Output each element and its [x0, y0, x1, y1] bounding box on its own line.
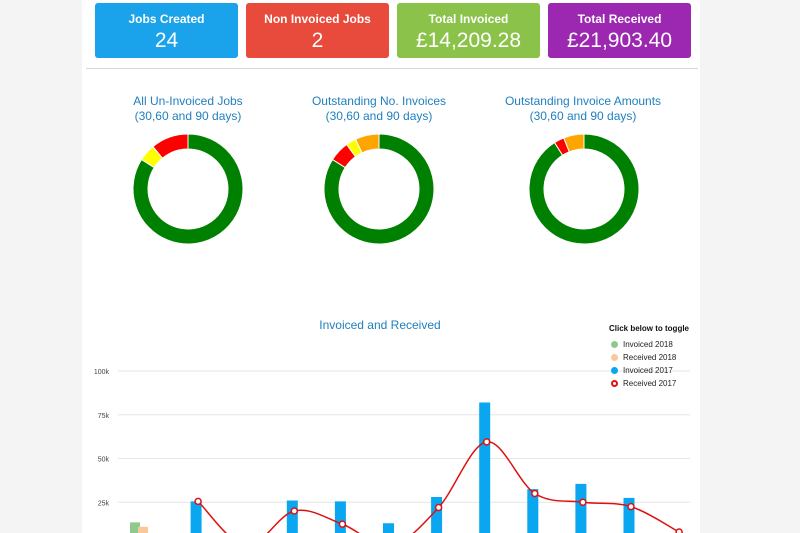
point-received-2017[interactable]: [579, 498, 587, 506]
y-tick-label: 25k: [98, 500, 110, 507]
donut-slice[interactable]: [563, 133, 585, 153]
total-received-label: Total Received: [577, 12, 662, 26]
legend-label: Received 2017: [623, 379, 677, 388]
point-received-2017[interactable]: [434, 503, 443, 512]
bar-invoiced-2017[interactable]: [286, 500, 298, 533]
point-received-2017[interactable]: [338, 520, 347, 528]
legend-item-received-2018[interactable]: Received 2018: [611, 352, 676, 364]
legend-marker-icon: [611, 354, 618, 361]
right-panel: [700, 0, 800, 533]
total-invoiced-value: £14,209.28: [415, 29, 522, 52]
y-tick-label: 50k: [98, 457, 110, 464]
legend-item-received-2017[interactable]: Received 2017: [611, 378, 676, 390]
bar-received-2018[interactable]: [138, 526, 148, 533]
donut-title-outstanding-amounts: Outstanding Invoice Amounts (30,60 and 9…: [504, 94, 662, 123]
donut-slice[interactable]: [528, 133, 640, 245]
legend-marker-icon: [611, 380, 618, 387]
jobs-created-card[interactable]: Jobs Created 24: [95, 3, 238, 58]
total-received-card[interactable]: Total Received £21,903.40: [548, 3, 691, 58]
bar-invoiced-2017[interactable]: [383, 523, 394, 533]
legend-item-invoiced-2017[interactable]: Invoiced 2017: [611, 365, 673, 377]
bar-invoiced-2018[interactable]: [130, 522, 140, 533]
point-received-2017[interactable]: [675, 528, 683, 533]
non-invoiced-jobs-label: Non Invoiced Jobs: [264, 12, 371, 26]
legend-marker-icon: [611, 341, 618, 348]
donut-title-outstanding-invoices: Outstanding No. Invoices (30,60 and 90 d…: [311, 94, 447, 123]
bar-invoiced-2017[interactable]: [431, 497, 443, 533]
legend-title: Click below to toggle: [609, 324, 690, 333]
total-invoiced-label: Total Invoiced: [428, 12, 509, 26]
bar-invoiced-2017[interactable]: [575, 483, 587, 533]
bar-invoiced-2017[interactable]: [623, 497, 635, 533]
total-received-value: £21,903.40: [566, 29, 673, 52]
donut-slice[interactable]: [132, 133, 244, 245]
donut-chart-unvoiced-jobs[interactable]: [132, 133, 244, 245]
bar-invoiced-2017[interactable]: [479, 402, 491, 533]
point-received-2017[interactable]: [531, 489, 539, 498]
non-invoiced-jobs-card[interactable]: Non Invoiced Jobs 2: [246, 3, 389, 58]
bar-invoiced-2017[interactable]: [334, 501, 346, 533]
bar-invoiced-2017[interactable]: [527, 489, 539, 533]
donut-slice[interactable]: [323, 133, 435, 245]
donut-chart-outstanding-amounts[interactable]: [528, 133, 640, 245]
jobs-created-value: 24: [154, 29, 179, 52]
main-chart-title: Invoiced and Received: [319, 318, 441, 332]
legend-label: Invoiced 2018: [623, 340, 673, 349]
donut-slice[interactable]: [152, 133, 189, 159]
section-divider: [86, 68, 698, 69]
dashboard-content: [82, 0, 700, 533]
legend-item-invoiced-2018[interactable]: Invoiced 2018: [611, 339, 673, 351]
bar-invoiced-2017[interactable]: [190, 501, 202, 533]
donut-chart-outstanding-invoices[interactable]: [323, 133, 435, 245]
point-received-2017[interactable]: [627, 502, 635, 511]
point-received-2017[interactable]: [290, 507, 299, 515]
legend-label: Invoiced 2017: [623, 366, 673, 375]
total-invoiced-card[interactable]: Total Invoiced £14,209.28: [397, 3, 540, 58]
left-panel: [0, 0, 82, 533]
point-received-2017[interactable]: [194, 497, 202, 506]
donut-slice[interactable]: [354, 133, 380, 154]
jobs-created-label: Jobs Created: [128, 12, 205, 26]
point-received-2017[interactable]: [482, 438, 491, 446]
legend-label: Received 2018: [623, 353, 677, 362]
y-tick-label: 100k: [94, 369, 110, 376]
legend-marker-icon: [611, 367, 618, 374]
donut-title-unvoiced-jobs: All Un-Invoiced Jobs (30,60 and 90 days): [133, 94, 243, 123]
y-tick-label: 75k: [98, 413, 110, 420]
non-invoiced-jobs-value: 2: [311, 29, 324, 52]
